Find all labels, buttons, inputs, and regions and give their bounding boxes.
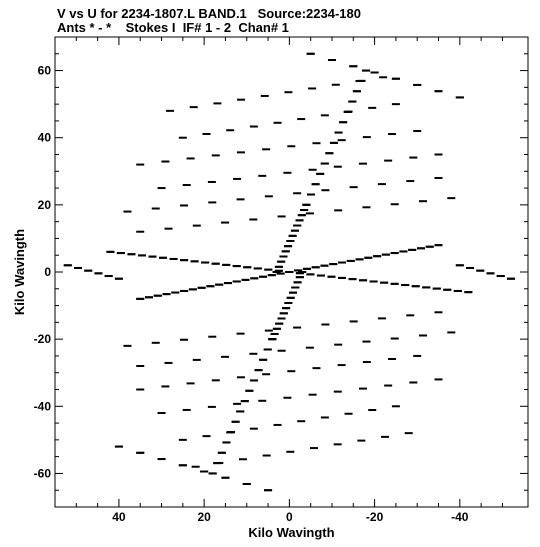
axis-tick-labels: 40 20 0 -20 -40 60 40 20 0 -20 -40 -60 <box>34 64 469 524</box>
x-tick-label: -40 <box>451 510 469 524</box>
data-points <box>63 52 515 492</box>
y-tick-label: -20 <box>34 332 52 346</box>
axis-ticks <box>55 36 528 508</box>
y-tick-label: 20 <box>38 198 52 212</box>
x-tick-label: -20 <box>366 510 384 524</box>
y-tick-label: -60 <box>34 466 52 480</box>
y-tick-label: -40 <box>34 399 52 413</box>
y-tick-label: 0 <box>44 265 51 279</box>
x-tick-label: 40 <box>112 510 126 524</box>
x-tick-label: 0 <box>286 510 293 524</box>
plot-title: V vs U for 2234-1807.L BAND.1 Source:223… <box>57 6 361 21</box>
y-tick-label: 40 <box>38 131 52 145</box>
y-axis-label: Kilo Wavingth <box>12 229 27 315</box>
x-axis-label: Kilo Wavingth <box>248 525 334 540</box>
x-tick-label: 20 <box>197 510 211 524</box>
plot-subtitle: Ants * - * Stokes I IF# 1 - 2 Chan# 1 <box>57 20 289 35</box>
y-tick-label: 60 <box>38 64 52 78</box>
